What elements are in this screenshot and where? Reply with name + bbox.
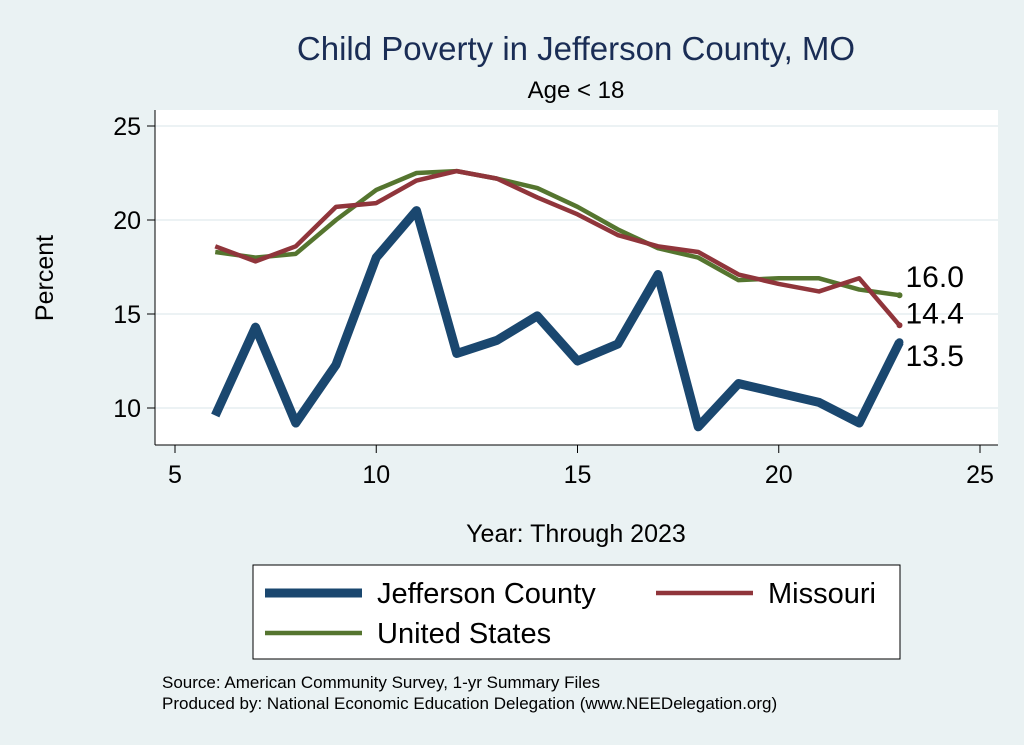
y-tick-label: 15 xyxy=(113,301,141,329)
x-tick-label: 10 xyxy=(362,461,390,489)
chart-subtitle: Age < 18 xyxy=(528,77,625,104)
end-labels: 13.5 14.416.0 xyxy=(906,261,964,373)
legend-box xyxy=(252,564,901,660)
y-tick-label: 25 xyxy=(113,113,141,141)
legend: Jefferson County Missouri United States xyxy=(265,578,876,650)
end-label-united-states: 16.0 xyxy=(906,261,964,294)
y-axis-title: Percent xyxy=(31,235,59,321)
x-tick-label: 15 xyxy=(564,461,592,489)
y-tick-label: 10 xyxy=(113,395,141,423)
y-tick-label: 20 xyxy=(113,207,141,235)
produced-note: Produced by: National Economic Education… xyxy=(162,694,777,713)
series-end-point xyxy=(896,322,903,329)
end-label-jefferson-county: 13.5 xyxy=(906,340,964,373)
legend-label-jefferson-county: Jefferson County xyxy=(377,578,596,610)
x-tick-label: 25 xyxy=(966,461,994,489)
series-end-point xyxy=(896,292,903,299)
chart-title: Child Poverty in Jefferson County, MO xyxy=(297,30,855,67)
series-layer xyxy=(211,168,904,432)
x-tick-label: 5 xyxy=(168,461,182,489)
series-line-jefferson-county xyxy=(211,206,904,432)
series-line-missouri xyxy=(214,168,902,327)
axes: 10 15 20 25 5 10 15 20 25 xyxy=(113,110,998,489)
x-tick-label: 20 xyxy=(765,461,793,489)
end-label-missouri: 14.4 xyxy=(906,297,964,330)
gridlines xyxy=(155,125,998,409)
series-line-united-states xyxy=(214,168,900,298)
x-axis-title: Year: Through 2023 xyxy=(466,520,686,548)
legend-label-united-states: United States xyxy=(377,618,551,650)
series-end-point xyxy=(895,338,904,347)
legend-label-missouri: Missouri xyxy=(768,578,876,610)
source-note: Source: American Community Survey, 1-yr … xyxy=(162,673,600,692)
